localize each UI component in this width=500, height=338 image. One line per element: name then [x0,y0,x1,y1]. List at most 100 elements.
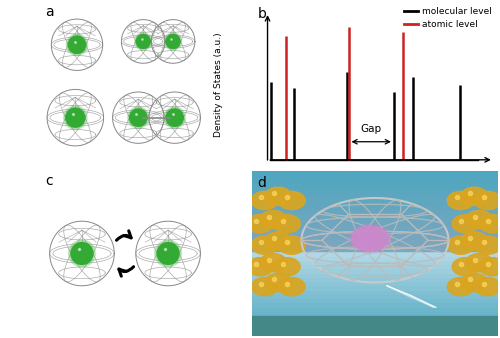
Circle shape [264,273,291,292]
Bar [252,230,498,234]
Text: c: c [46,174,53,188]
Circle shape [479,215,500,233]
Text: Gap: Gap [360,124,382,134]
Circle shape [278,191,305,210]
Circle shape [128,108,148,127]
Circle shape [352,226,388,251]
Text: d: d [258,176,266,190]
Circle shape [168,36,178,47]
Bar [252,268,498,273]
Circle shape [166,109,184,126]
Circle shape [158,244,178,263]
Circle shape [157,243,179,264]
Bar [252,290,498,294]
Circle shape [168,111,181,124]
Circle shape [138,36,148,47]
Bar [252,235,498,239]
Circle shape [137,35,149,47]
Circle shape [460,273,487,292]
Circle shape [170,38,176,45]
Legend: molecular level, atomic level: molecular level, atomic level [403,6,493,30]
Bar [252,175,498,179]
Bar [252,222,498,226]
Circle shape [136,34,150,48]
Circle shape [167,110,182,125]
Circle shape [70,113,80,122]
Circle shape [264,187,291,206]
Circle shape [260,211,287,228]
Text: b: b [258,7,266,21]
Circle shape [72,39,83,50]
Circle shape [352,226,389,251]
Circle shape [68,35,86,54]
Circle shape [251,277,278,296]
Circle shape [460,232,487,250]
Circle shape [66,108,85,127]
Circle shape [162,247,175,260]
Circle shape [66,108,85,127]
Bar [252,286,498,290]
Circle shape [128,107,149,128]
Bar [252,226,498,230]
Circle shape [264,232,291,250]
Circle shape [274,258,300,276]
Circle shape [133,112,143,123]
Bar [252,319,498,323]
Circle shape [448,191,474,210]
Circle shape [167,35,179,47]
Circle shape [68,36,86,53]
Circle shape [72,244,92,263]
Circle shape [68,240,96,267]
Circle shape [72,114,79,121]
Circle shape [67,110,84,126]
Circle shape [166,109,184,126]
Circle shape [356,229,384,248]
Circle shape [452,258,479,276]
Circle shape [246,258,274,276]
Bar [252,247,498,251]
Circle shape [251,236,278,254]
Circle shape [154,240,182,267]
Circle shape [170,39,175,44]
Circle shape [348,224,392,254]
Circle shape [70,112,82,124]
Circle shape [452,215,479,233]
Text: a: a [46,5,54,19]
Bar [252,192,498,196]
Circle shape [132,111,144,124]
Bar [252,311,498,315]
Circle shape [246,215,274,233]
Circle shape [71,243,93,264]
Circle shape [135,115,141,121]
Circle shape [134,33,152,50]
Circle shape [479,258,500,276]
Text: E (eV): E (eV) [366,184,402,197]
Bar [252,209,498,213]
Circle shape [166,34,180,48]
Circle shape [260,254,287,272]
Circle shape [448,236,474,254]
Circle shape [130,109,147,126]
Circle shape [71,243,93,264]
Circle shape [70,241,94,266]
Bar [252,239,498,243]
Circle shape [278,236,305,254]
Bar [252,277,498,281]
Bar [252,179,498,184]
Circle shape [76,248,88,259]
Text: Density of States (a.u.): Density of States (a.u.) [214,32,223,137]
Bar [252,298,498,302]
Circle shape [139,37,147,46]
Circle shape [70,38,84,51]
Circle shape [170,112,180,123]
Bar [252,260,498,264]
Circle shape [274,215,300,233]
Circle shape [448,277,474,296]
Bar [252,273,498,277]
Circle shape [366,236,374,242]
Bar [252,324,498,328]
Circle shape [74,42,80,48]
Circle shape [72,41,82,49]
Bar [252,294,498,298]
Circle shape [466,254,492,272]
